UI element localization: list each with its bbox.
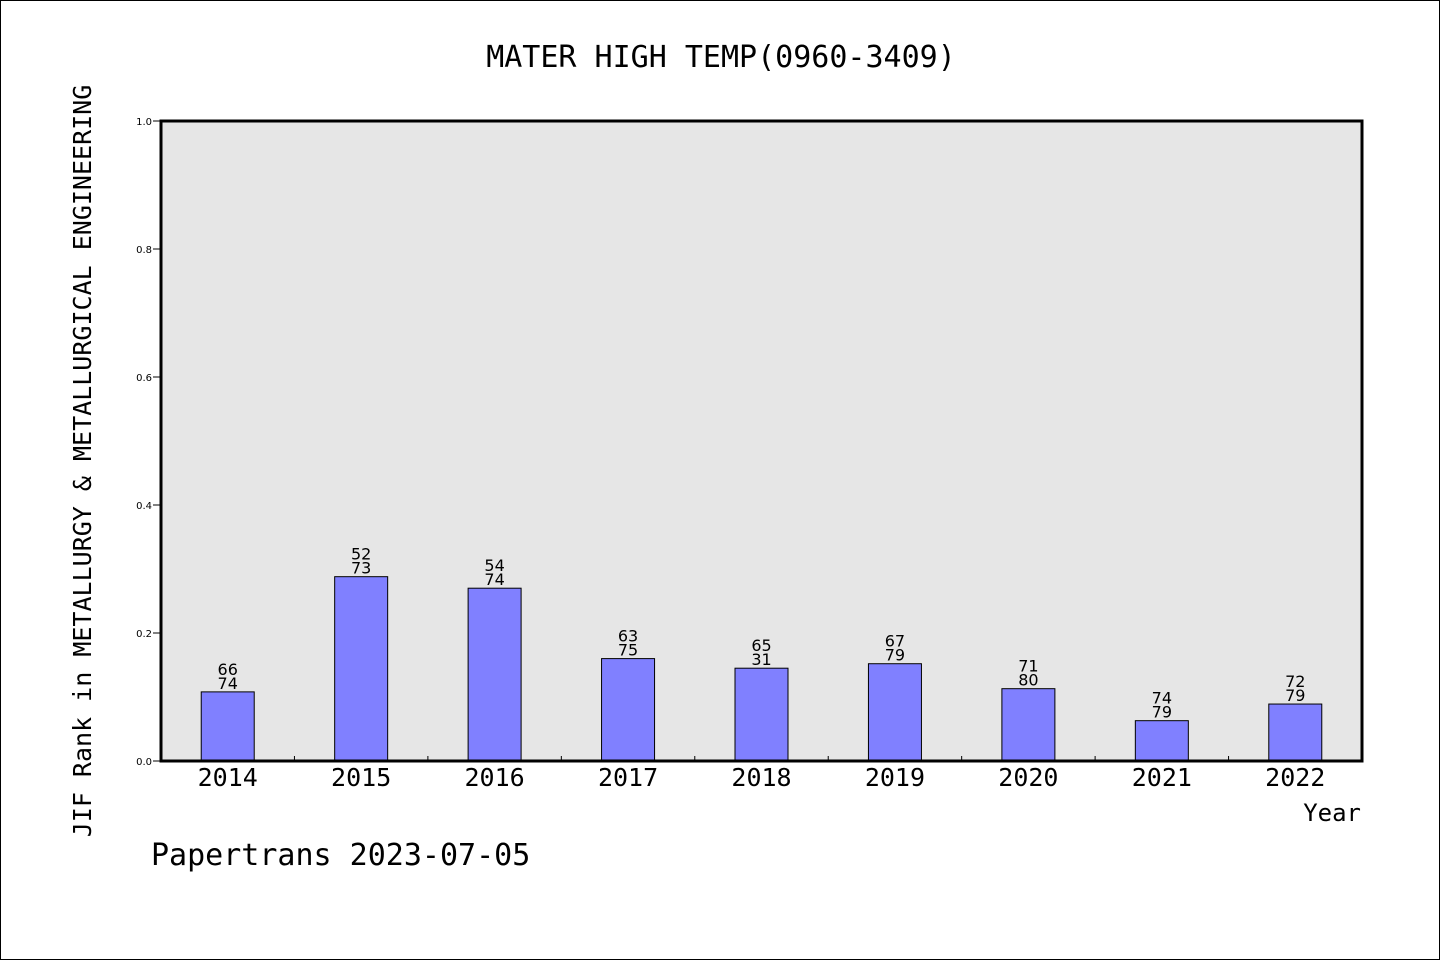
x-tick-label-2016: 2016 [465, 763, 525, 792]
bar-label-bottom-2017: 75 [618, 641, 638, 660]
y-tick-label-0.2: 0.2 [136, 629, 152, 640]
chart-title: MATER HIGH TEMP(0960-3409) [486, 40, 956, 75]
bar-2019 [867, 663, 922, 762]
bar-label-top-2017: 63 [618, 627, 638, 646]
bars-group [200, 576, 1323, 762]
bar-label-bottom-2021: 79 [1152, 703, 1172, 722]
x-axis-label: Year [1303, 799, 1361, 827]
bar-label-bottom-2014: 74 [218, 674, 238, 693]
x-tick-label-2015: 2015 [331, 763, 391, 792]
y-axis-label: JIF Rank in METALLURGY & METALLURGICAL E… [68, 85, 97, 838]
y-tick-label-0.0: 0.0 [136, 757, 152, 768]
y-ticks-group: 0.0 0.2 0.4 0.6 0.8 1.0 [136, 117, 161, 768]
plot-border [159, 119, 1364, 763]
bar-label-top-2021: 74 [1152, 689, 1172, 708]
x-ticks-group: 2014 2015 2016 2017 2018 2019 2020 2021 2022 [198, 756, 1325, 792]
y-tick-label-0.8: 0.8 [136, 245, 152, 256]
bar-label-top-2022: 72 [1285, 672, 1305, 691]
bar-2015 [334, 576, 389, 762]
bar-2014 [200, 691, 255, 762]
bar-2020 [1001, 688, 1056, 762]
x-tick-label-2019: 2019 [865, 763, 925, 792]
bar-2021 [1134, 720, 1189, 762]
footer-text: Papertrans 2023-07-05 [151, 838, 530, 873]
bar-label-top-2014: 66 [218, 660, 238, 679]
x-tick-label-2020: 2020 [998, 763, 1058, 792]
bar-label-top-2015: 52 [351, 545, 371, 564]
y-tick-label-0.6: 0.6 [136, 373, 152, 384]
bar-label-top-2018: 65 [751, 636, 771, 655]
bar-label-bottom-2016: 74 [484, 570, 504, 589]
bar-2016 [467, 587, 522, 762]
bar-2022 [1268, 703, 1323, 762]
bar-label-top-2016: 54 [484, 556, 504, 575]
x-tick-label-2014: 2014 [198, 763, 258, 792]
bar-label-top-2019: 67 [885, 632, 905, 651]
x-tick-label-2018: 2018 [731, 763, 791, 792]
x-tick-label-2017: 2017 [598, 763, 658, 792]
y-tick-label-1.0: 1.0 [136, 117, 152, 128]
bar-label-bottom-2022: 79 [1285, 686, 1305, 705]
y-tick-label-0.4: 0.4 [136, 501, 152, 512]
bar-label-bottom-2018: 31 [751, 650, 771, 669]
bar-2018 [734, 667, 789, 762]
bar-label-bottom-2015: 73 [351, 559, 371, 578]
x-tick-label-2022: 2022 [1265, 763, 1325, 792]
bar-label-bottom-2020: 80 [1018, 671, 1038, 690]
bar-label-bottom-2019: 79 [885, 646, 905, 665]
x-tick-label-2021: 2021 [1132, 763, 1192, 792]
bar-label-top-2020: 71 [1018, 657, 1038, 676]
bar-2017 [601, 658, 656, 762]
